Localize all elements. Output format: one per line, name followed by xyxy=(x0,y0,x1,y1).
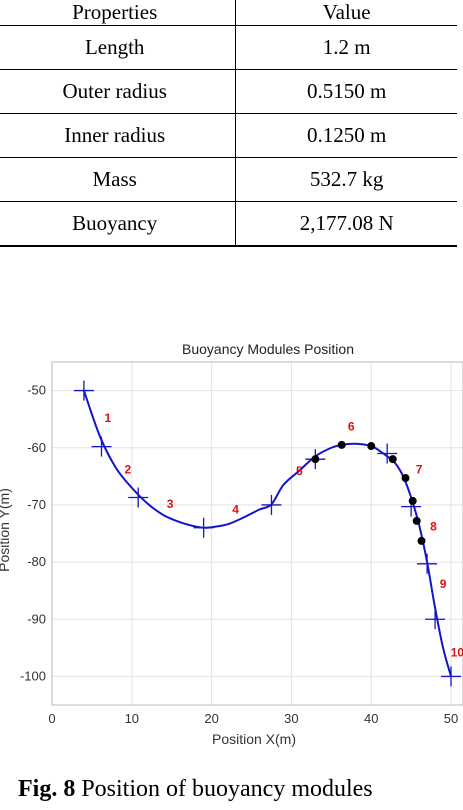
module-labels: 1 2 3 4 5 6 7 8 9 10 xyxy=(105,411,463,659)
table-row: Mass 532.7 kg xyxy=(0,157,457,202)
caption-text: Position of buoyancy modules xyxy=(81,776,373,802)
buoyancy-module-dot xyxy=(408,496,417,505)
figure-caption: Fig. 8 Position of buoyancy modules xyxy=(18,776,373,803)
table-row: Length 1.2 m xyxy=(0,25,457,70)
buoyancy-module-dot xyxy=(311,455,320,464)
buoyancy-chart: Buoyancy Modules Position 0 10 20 30 40 50 -50… xyxy=(0,330,463,760)
module-label: 9 xyxy=(440,577,447,591)
row-value: 532.7 kg xyxy=(235,157,457,202)
figure-number: Fig. 8 xyxy=(18,776,76,802)
module-label: 8 xyxy=(430,520,437,534)
buoyancy-module-dot xyxy=(412,516,421,525)
table-row: Buoyancy 2,177.08 N xyxy=(0,201,457,247)
chart-title: Buoyancy Modules Position xyxy=(182,341,354,357)
cross-marker xyxy=(73,380,94,401)
row-property: Outer radius xyxy=(0,69,237,114)
module-label: 10 xyxy=(451,645,463,659)
y-tick-label: -80 xyxy=(27,554,46,569)
cross-marker xyxy=(417,553,438,574)
row-property: Mass xyxy=(0,157,237,202)
x-tick-label: 50 xyxy=(444,711,458,726)
module-label: 3 xyxy=(167,497,174,511)
module-label: 7 xyxy=(416,462,423,476)
buoyancy-module-dot xyxy=(337,440,346,449)
row-property: Buoyancy xyxy=(0,201,237,247)
module-label: 2 xyxy=(124,462,131,476)
y-tick-label: -70 xyxy=(27,497,46,512)
cross-marker xyxy=(377,443,398,464)
plot-frame xyxy=(51,361,463,706)
module-label: 5 xyxy=(296,464,303,478)
row-value: 2,177.08 N xyxy=(235,201,457,247)
x-tick-label: 0 xyxy=(48,711,55,726)
row-property: Inner radius xyxy=(0,113,237,158)
row-value: 1.2 m xyxy=(235,25,457,70)
cross-marker xyxy=(128,487,149,508)
axis-ticks: 0 10 20 30 40 50 -50 -60 -70 -80 -90 -100 xyxy=(20,383,458,726)
cross-marker xyxy=(425,609,446,630)
cross-marker xyxy=(441,666,462,687)
module-label: 4 xyxy=(232,502,239,516)
y-tick-label: -90 xyxy=(27,611,46,626)
x-tick-label: 20 xyxy=(204,711,218,726)
table-row: Inner radius 0.1250 m xyxy=(0,113,457,158)
riser-curve xyxy=(82,390,452,677)
y-tick-label: -50 xyxy=(27,383,46,398)
x-tick-label: 10 xyxy=(125,711,139,726)
buoyancy-module-dot xyxy=(417,536,426,545)
cross-marker xyxy=(261,494,282,515)
row-property: Length xyxy=(0,25,237,70)
cross-marker xyxy=(91,436,112,457)
table-row: Outer radius 0.5150 m xyxy=(0,69,457,114)
x-tick-label: 40 xyxy=(364,711,378,726)
buoyancy-module-dot xyxy=(388,455,397,464)
table-header-row: Properties Value xyxy=(0,0,457,26)
curve-layer xyxy=(82,390,452,677)
cross-marker xyxy=(193,517,214,538)
buoyancy-module-dot xyxy=(401,474,410,483)
grid-lines xyxy=(51,362,463,705)
y-tick-label: -100 xyxy=(20,668,46,683)
marker-layer xyxy=(73,380,462,687)
header-value: Value xyxy=(235,0,457,26)
chart-svg: Buoyancy Modules Position 0 10 20 30 40 50 -50… xyxy=(0,341,463,747)
header-properties: Properties xyxy=(0,0,237,26)
x-axis-label: Position X(m) xyxy=(212,731,296,747)
row-value: 0.1250 m xyxy=(235,113,457,158)
module-label: 6 xyxy=(348,420,355,434)
y-tick-label: -60 xyxy=(27,440,46,455)
x-tick-label: 30 xyxy=(284,711,298,726)
module-label: 1 xyxy=(105,411,112,425)
buoyancy-module-dot xyxy=(367,442,376,451)
y-axis-label: Position Y(m) xyxy=(0,488,12,572)
row-value: 0.5150 m xyxy=(235,69,457,114)
properties-table: Properties Value Length 1.2 m Outer radi… xyxy=(0,0,457,247)
